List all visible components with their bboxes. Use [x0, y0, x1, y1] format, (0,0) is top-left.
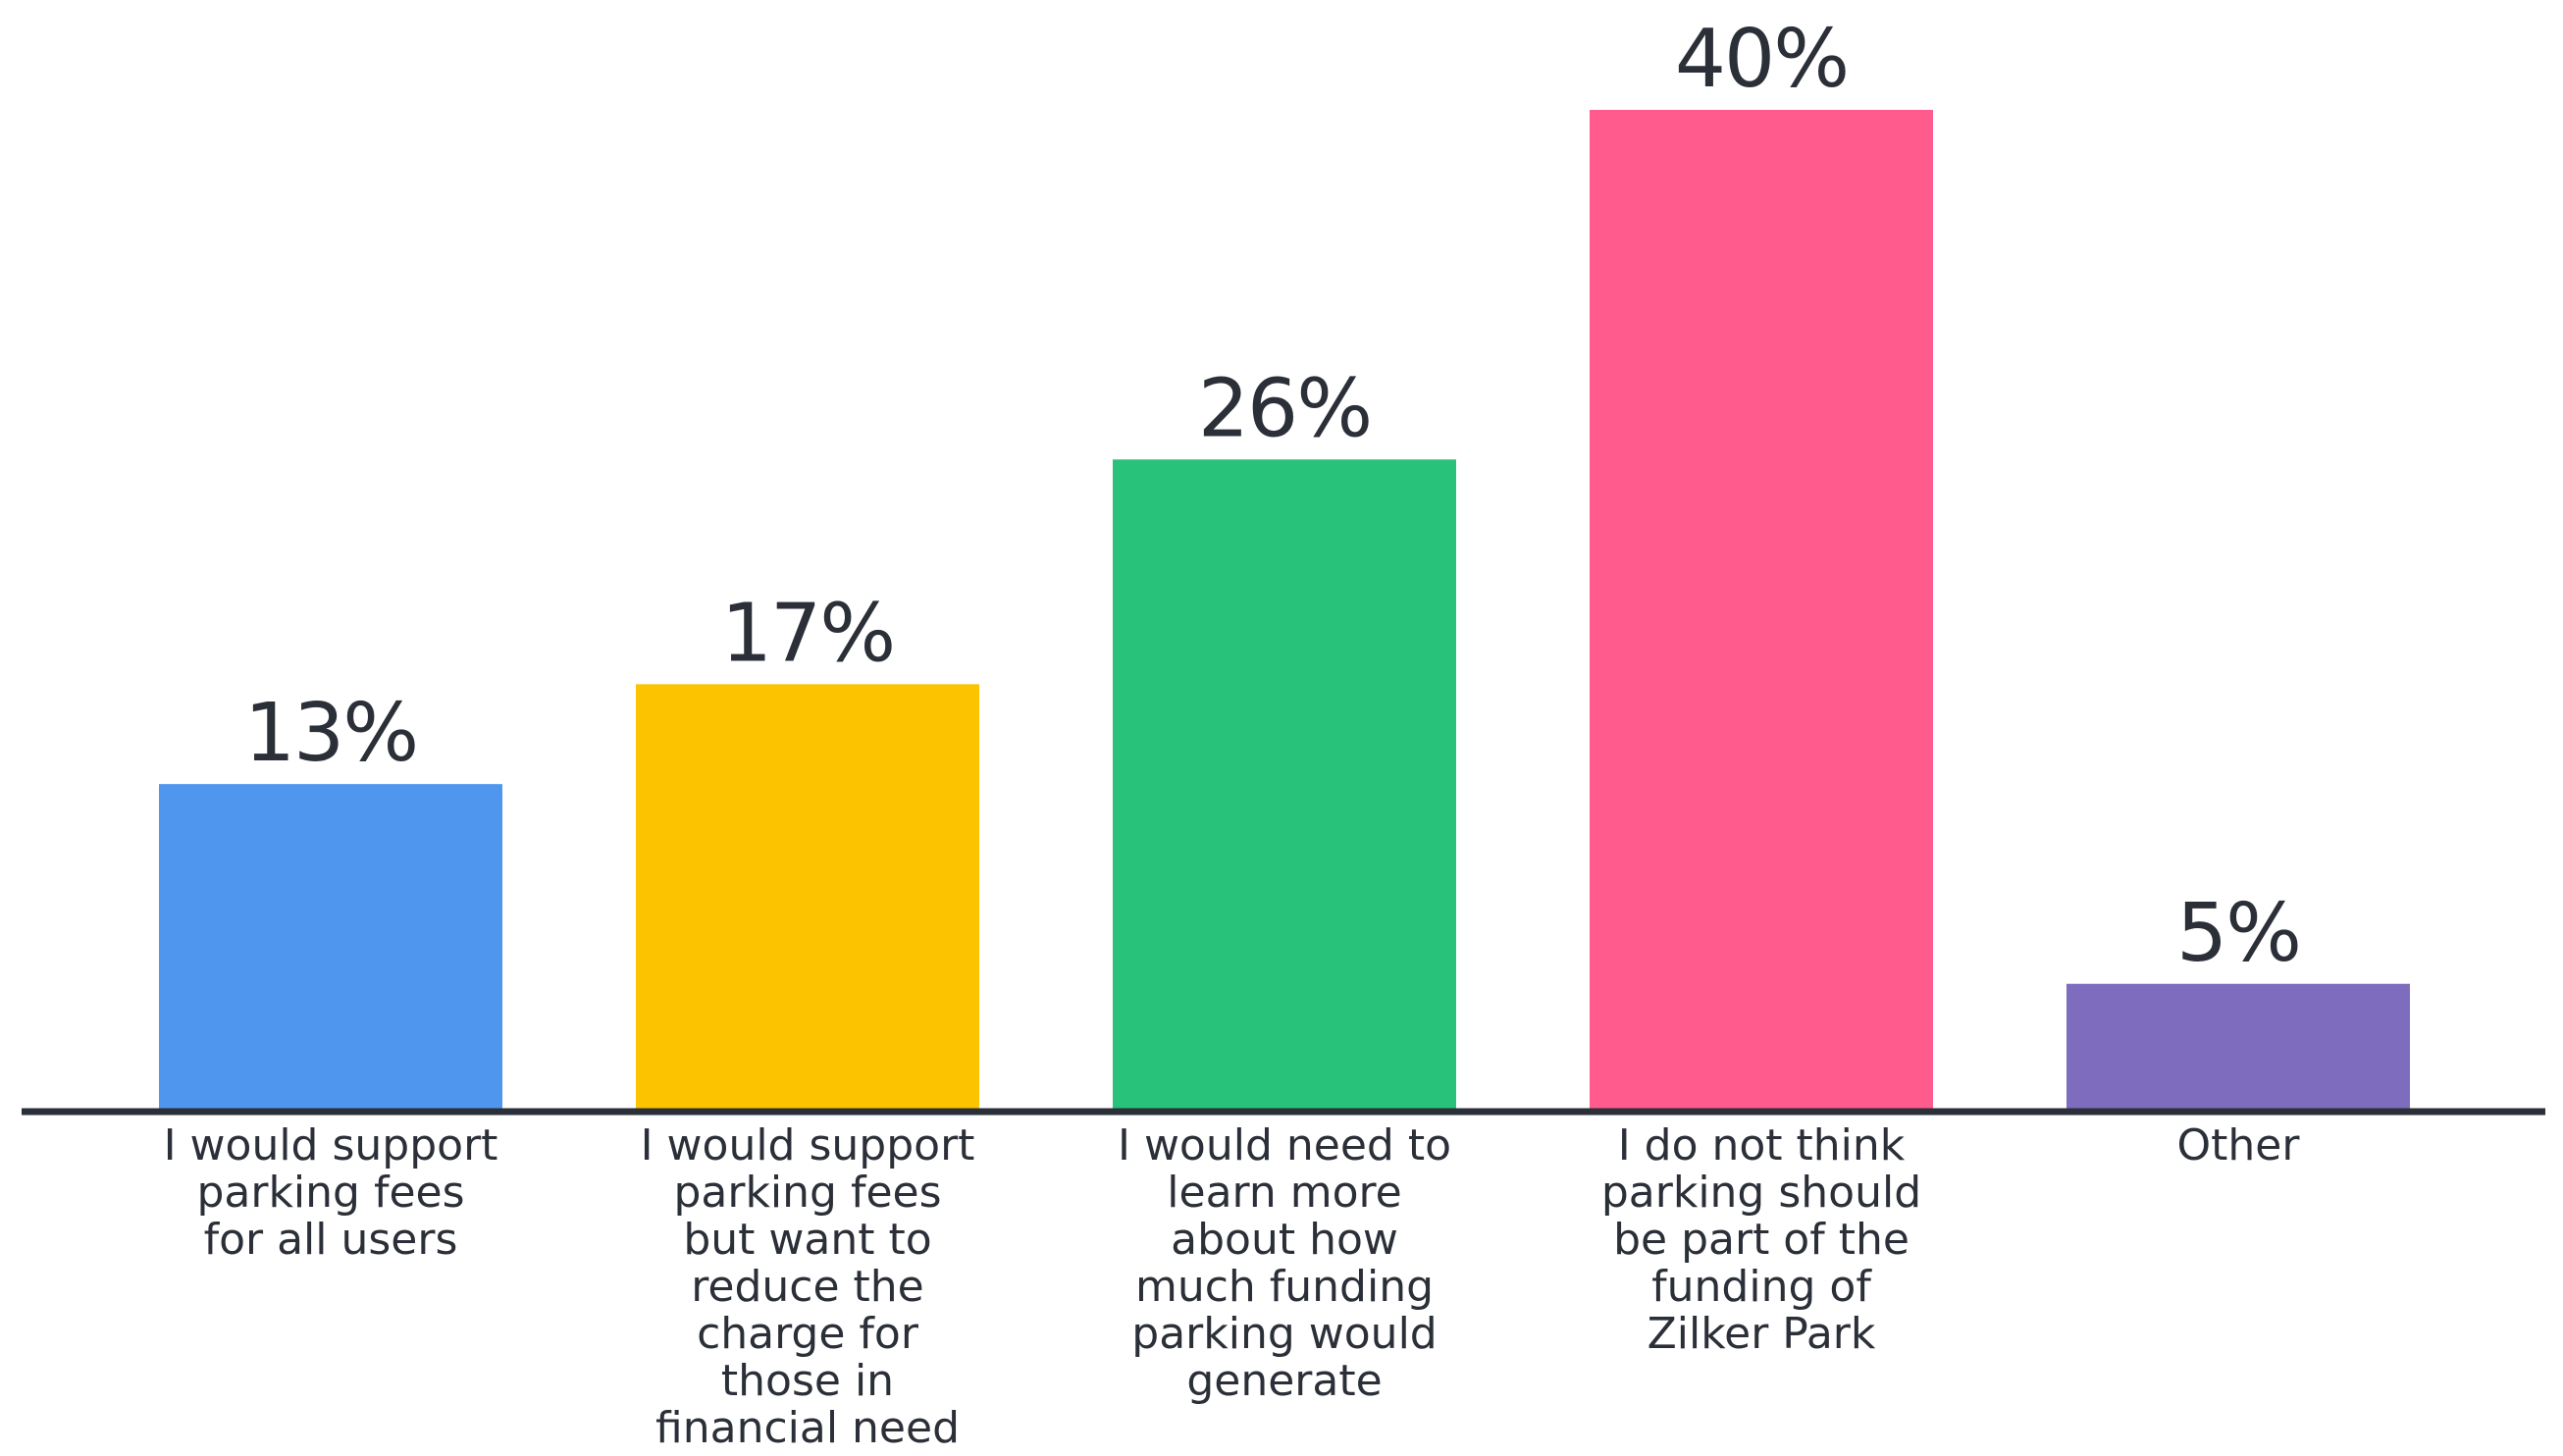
- category-label-line: funding of: [1651, 1262, 1872, 1312]
- category-label-line: much funding: [1135, 1262, 1434, 1312]
- category-label-line: parking should: [1601, 1168, 1921, 1218]
- category-label-line: Other: [2177, 1120, 2301, 1170]
- category-label-line: about how: [1171, 1215, 1398, 1265]
- category-label-line: parking fees: [673, 1168, 941, 1218]
- category-label-line: charge for: [697, 1309, 919, 1359]
- category-label-line: parking fees: [196, 1168, 464, 1218]
- bars-group: [159, 110, 2410, 1109]
- category-label-line: be part of the: [1613, 1215, 1909, 1265]
- category-label-line: reduce the: [691, 1262, 923, 1312]
- category-label-line: I would need to: [1118, 1120, 1451, 1170]
- bar-5: [2066, 983, 2410, 1109]
- category-label-4: I do not think parking should be part of t…: [1601, 1120, 1921, 1359]
- category-label-line: generate: [1186, 1356, 1382, 1406]
- category-label-line: I do not think: [1618, 1120, 1906, 1170]
- category-label-line: but want to: [683, 1215, 931, 1265]
- bar-value-label-3: 26%: [1198, 362, 1371, 455]
- bar-3: [1113, 459, 1456, 1109]
- category-label-line: those in: [721, 1356, 894, 1406]
- category-label-line: for all users: [204, 1215, 458, 1265]
- category-label-line: I would support: [164, 1120, 498, 1170]
- category-label-line: I would support: [641, 1120, 975, 1170]
- bar-value-label-2: 17%: [721, 587, 894, 680]
- category-label-3: I would need to learn more about how much f…: [1118, 1120, 1451, 1406]
- bar-value-label-4: 40%: [1675, 13, 1848, 106]
- bar-1: [159, 784, 502, 1109]
- bar-value-label-1: 13%: [244, 687, 417, 780]
- category-label-line: Zilker Park: [1648, 1309, 1876, 1359]
- labels-group: 13%I would support parking fees for all us…: [164, 13, 2302, 1453]
- category-label-line: financial need: [655, 1403, 960, 1453]
- bar-2: [636, 684, 979, 1109]
- bar-4: [1590, 110, 1933, 1109]
- category-label-1: I would support parking fees for all users: [164, 1120, 498, 1265]
- category-label-5: Other: [2177, 1120, 2301, 1170]
- bar-value-label-5: 5%: [2176, 887, 2300, 980]
- category-label-line: learn more: [1167, 1168, 1401, 1218]
- category-label-line: parking would: [1131, 1309, 1437, 1359]
- category-label-2: I would support parking fees but want to re…: [641, 1120, 975, 1453]
